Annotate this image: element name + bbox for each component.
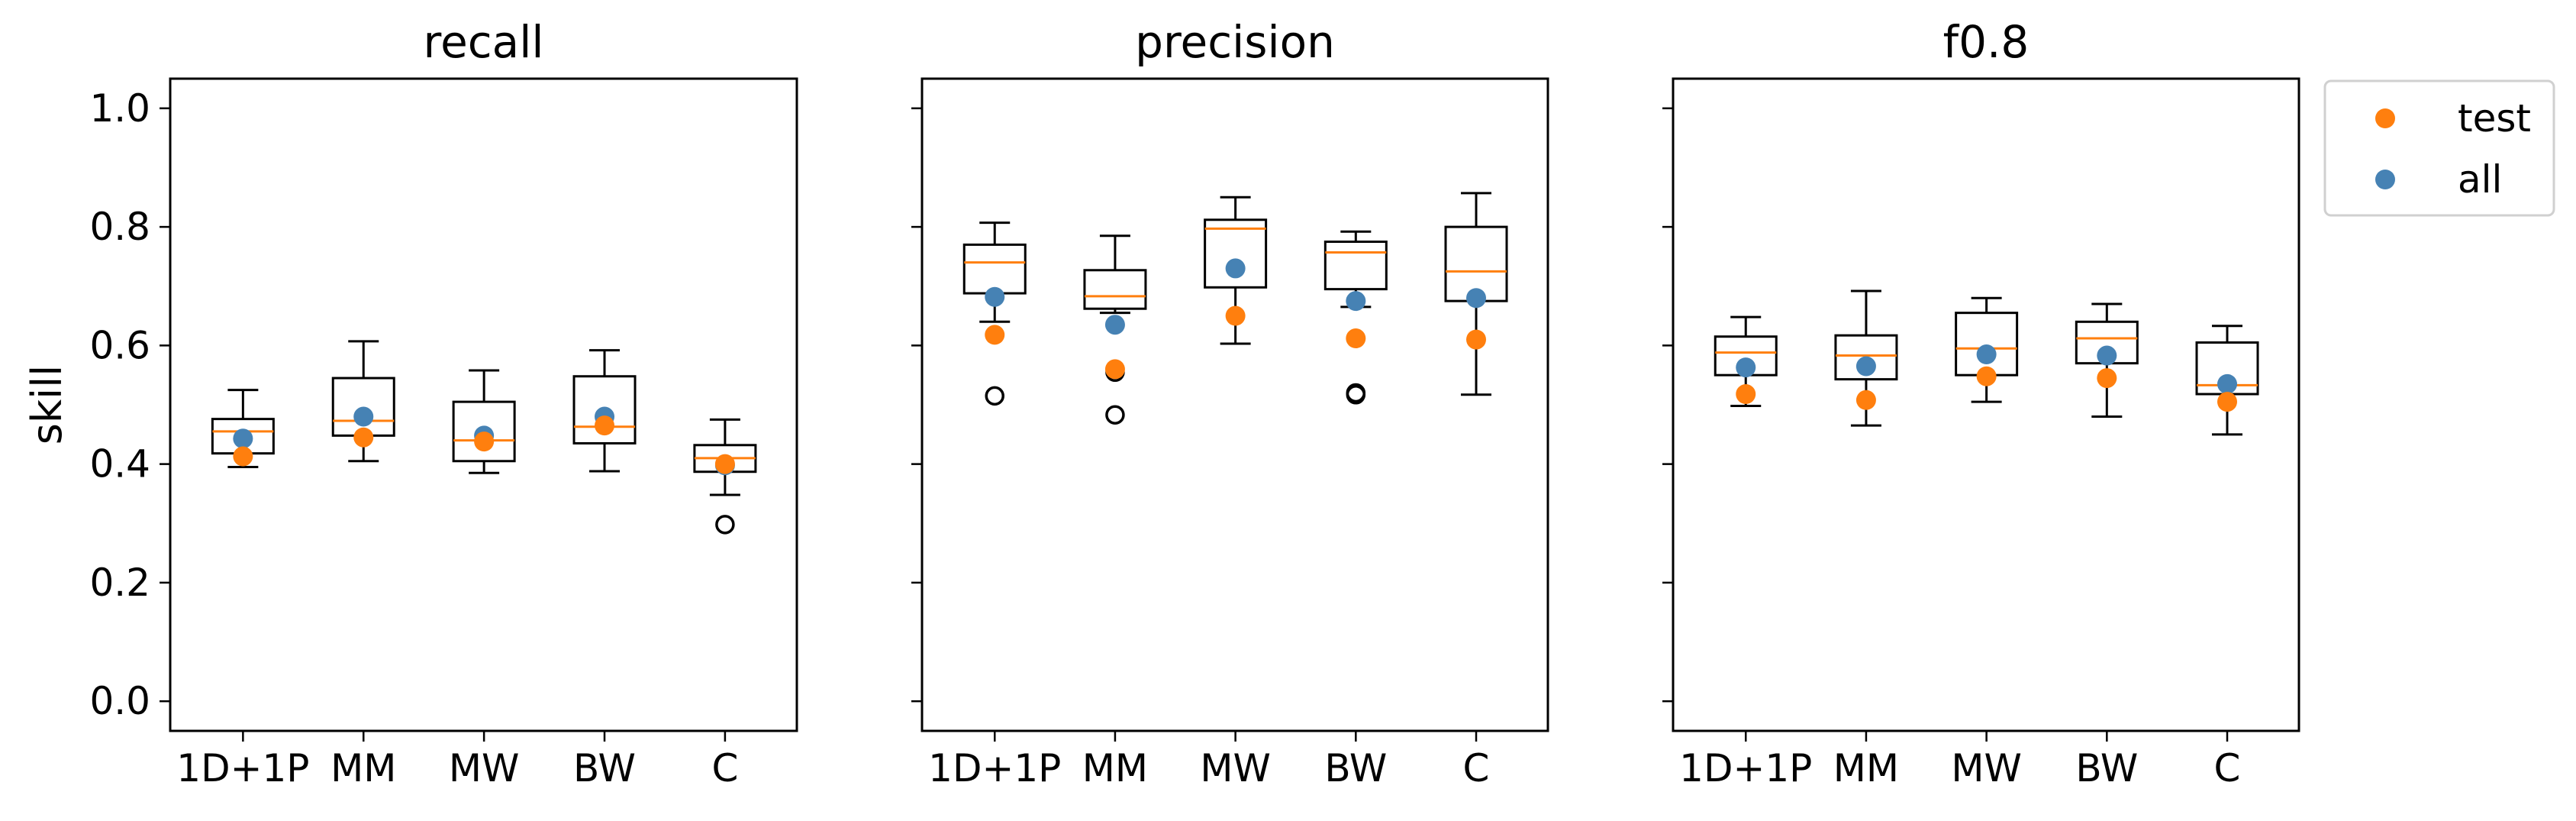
x-tick-label: 1D+1P — [1679, 746, 1812, 790]
legend-marker-test — [2375, 108, 2395, 128]
all-point — [1225, 258, 1246, 279]
all-point — [233, 428, 253, 449]
all-point — [353, 406, 374, 427]
y-tick-label: 0.0 — [89, 679, 150, 723]
test-point — [985, 325, 1005, 345]
x-tick-label: 1D+1P — [176, 746, 309, 790]
plot-frame — [169, 77, 798, 732]
test-point — [353, 427, 374, 448]
box-iqr — [962, 243, 1027, 295]
y-tick-label: 0.4 — [89, 442, 150, 486]
x-tick-label: MM — [330, 746, 396, 790]
y-tick-label: 0.2 — [89, 561, 150, 605]
test-point — [474, 432, 495, 452]
box-iqr — [572, 375, 637, 444]
box-C — [693, 418, 757, 535]
outlier-point — [1346, 385, 1366, 405]
panel-recall: recall 0.0 0.2 0.4 0.6 0.8 1.0 1D+1P MM MW BW C — [89, 16, 798, 790]
test-point — [1104, 359, 1125, 380]
box-iqr — [1204, 218, 1268, 289]
box-MM — [1083, 234, 1147, 425]
x-tick-label: MM — [1082, 746, 1148, 790]
x-tick-label: MW — [1951, 746, 2022, 790]
test-point — [1855, 389, 1876, 410]
box-iqr — [452, 400, 516, 463]
legend: test all — [2323, 79, 2555, 217]
box-iqr — [1834, 334, 1898, 381]
outlier-point — [985, 386, 1004, 406]
y-tick-label: 0.6 — [89, 323, 150, 367]
test-point — [1976, 366, 1997, 386]
legend-label-all: all — [2458, 157, 2502, 202]
test-point — [1466, 329, 1487, 350]
test-point — [714, 454, 735, 474]
plot-frame — [920, 77, 1549, 732]
test-point — [595, 415, 615, 436]
x-tick-label: BW — [1324, 746, 1387, 790]
legend-marker-all — [2375, 170, 2395, 189]
box-iqr — [1083, 269, 1147, 310]
panel-title: precision — [1135, 16, 1335, 68]
box-BW — [572, 349, 637, 473]
all-point — [1466, 288, 1487, 309]
y-tick-label: 1.0 — [89, 86, 150, 131]
legend-label-test: test — [2458, 96, 2531, 141]
x-tick-label: MW — [449, 746, 520, 790]
box-iqr — [1955, 312, 2019, 377]
test-point — [1225, 305, 1246, 326]
panel-f0.8: f0.8 1D+1P MM MW BW C — [1662, 16, 2300, 790]
x-tick-label: C — [1463, 746, 1490, 790]
all-point — [1855, 356, 1876, 377]
test-point — [1736, 384, 1756, 405]
all-point — [1736, 357, 1756, 378]
panel-precision: precision 1D+1P MM MW BW C — [911, 16, 1549, 790]
all-point — [985, 286, 1005, 307]
box-BW — [1323, 230, 1388, 405]
x-tick-label: BW — [2075, 746, 2138, 790]
box-MM — [331, 340, 395, 463]
all-point — [2217, 373, 2238, 394]
outlier-point — [1105, 405, 1125, 425]
x-tick-label: MW — [1200, 746, 1271, 790]
panel-title: recall — [424, 16, 544, 68]
box-iqr — [1323, 241, 1388, 291]
y-tick-label: 0.8 — [89, 205, 150, 249]
outlier-point — [715, 515, 735, 535]
all-point — [1346, 291, 1366, 312]
x-tick-label: 1D+1P — [928, 746, 1061, 790]
x-tick-label: BW — [573, 746, 636, 790]
all-point — [2097, 345, 2117, 366]
test-point — [233, 446, 253, 467]
all-point — [1104, 315, 1125, 335]
box-MM — [1834, 289, 1898, 427]
box-1D+1P — [962, 221, 1027, 406]
plot-frame — [1672, 77, 2300, 732]
test-point — [2097, 368, 2117, 389]
x-tick-label: C — [2214, 746, 2241, 790]
box-BW — [2075, 302, 2139, 419]
y-axis-label: skill — [23, 365, 71, 444]
box-MW — [452, 369, 516, 474]
x-tick-label: C — [711, 746, 738, 790]
test-point — [1346, 328, 1366, 349]
test-point — [2217, 392, 2238, 412]
panel-title: f0.8 — [1943, 16, 2030, 68]
x-tick-label: MM — [1833, 746, 1899, 790]
all-point — [1976, 344, 1997, 365]
